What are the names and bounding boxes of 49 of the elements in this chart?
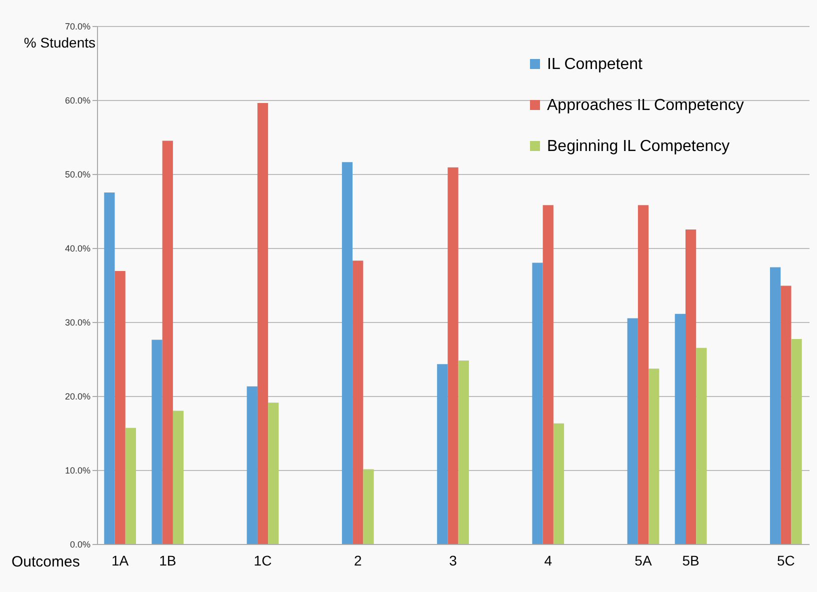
bar <box>114 270 126 544</box>
bar <box>172 410 184 544</box>
y-tick-label: 70.0% <box>64 22 90 32</box>
bar <box>458 360 469 544</box>
bar <box>627 318 638 544</box>
bar <box>104 192 115 544</box>
y-tick-label: 10.0% <box>64 466 90 476</box>
y-tick-label: 40.0% <box>64 244 90 254</box>
y-axis-title: % Students <box>24 34 96 50</box>
x-tick-label: 1A <box>112 552 130 568</box>
bar <box>342 162 353 544</box>
bar <box>125 428 136 544</box>
bar <box>780 286 792 544</box>
bar <box>553 423 564 544</box>
x-tick-label: 4 <box>544 552 552 568</box>
bar <box>770 267 781 544</box>
legend-label: Approaches IL Competency <box>547 97 744 114</box>
legend-label: Beginning IL Competency <box>547 138 730 155</box>
y-tick-label: 50.0% <box>64 170 90 180</box>
bar <box>268 402 279 544</box>
bar <box>696 348 707 544</box>
x-axis-title: Outcomes <box>12 554 80 570</box>
x-tick-label: 5C <box>776 552 795 568</box>
y-tick-label: 0.0% <box>70 540 90 550</box>
x-tick-label: 5B <box>682 552 700 568</box>
bar <box>352 260 364 544</box>
bar <box>448 167 458 544</box>
bar <box>437 364 448 544</box>
y-tick-label: 20.0% <box>64 392 90 402</box>
x-tick-label: 5A <box>634 552 652 568</box>
bar <box>246 386 258 544</box>
bar <box>674 314 686 544</box>
x-tick-label: 3 <box>449 552 458 568</box>
bar <box>152 340 162 544</box>
bar <box>638 205 649 544</box>
x-tick-label: 1B <box>159 552 176 568</box>
bar <box>542 205 554 544</box>
y-tick-label: 30.0% <box>64 318 90 328</box>
bar <box>686 230 696 544</box>
legend-label: IL Competent <box>547 56 644 73</box>
bar <box>791 339 802 544</box>
x-tick-label: 2 <box>354 552 362 568</box>
bar <box>532 262 543 544</box>
bar <box>257 102 268 544</box>
y-tick-label: 60.0% <box>64 96 90 106</box>
bar <box>648 368 660 544</box>
bar <box>363 469 374 544</box>
x-tick-label: 1C <box>254 552 272 568</box>
bar <box>162 140 173 544</box>
